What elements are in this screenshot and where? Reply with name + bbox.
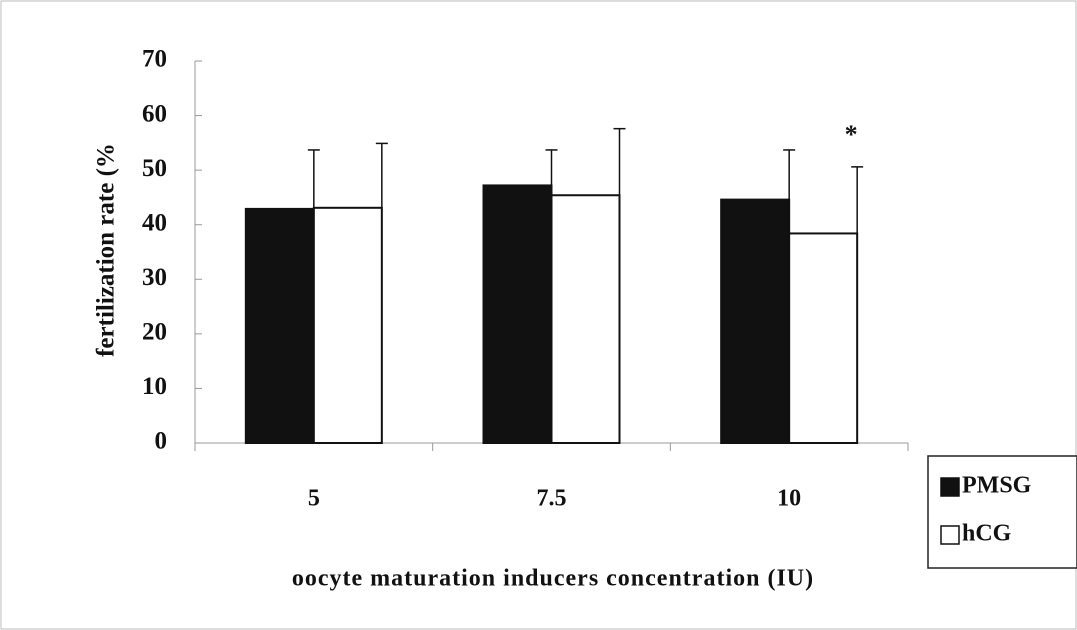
- annotation: *: [845, 120, 858, 149]
- y-axis-label: fertilization rate (%: [93, 143, 120, 357]
- bar: [312, 206, 383, 444]
- legend-swatch: [940, 477, 960, 497]
- y-tick-label: 70: [142, 46, 167, 73]
- y-tick-label: 30: [142, 264, 167, 291]
- bar: [550, 194, 621, 444]
- x-tick-label: 7.5: [537, 486, 567, 512]
- x-axis-label: oocyte maturation inducers concentration…: [292, 566, 814, 592]
- bar: [720, 198, 791, 444]
- x-tick-label: 5: [308, 486, 320, 512]
- y-tick-label: 10: [142, 373, 167, 400]
- x-tick-label: 10: [777, 486, 801, 512]
- y-tick-label: 0: [155, 428, 168, 455]
- y-tick-label: 20: [142, 319, 167, 346]
- y-tick-label: 60: [142, 100, 167, 127]
- bar: [788, 232, 859, 444]
- bar: [482, 184, 553, 444]
- y-tick-label: 40: [142, 209, 167, 236]
- legend-label: PMSG: [962, 473, 1032, 499]
- legend-label: hCG: [962, 521, 1012, 547]
- legend-box: [927, 455, 1077, 569]
- bar: [244, 207, 315, 444]
- legend-swatch: [940, 525, 960, 545]
- y-tick-label: 50: [142, 155, 167, 182]
